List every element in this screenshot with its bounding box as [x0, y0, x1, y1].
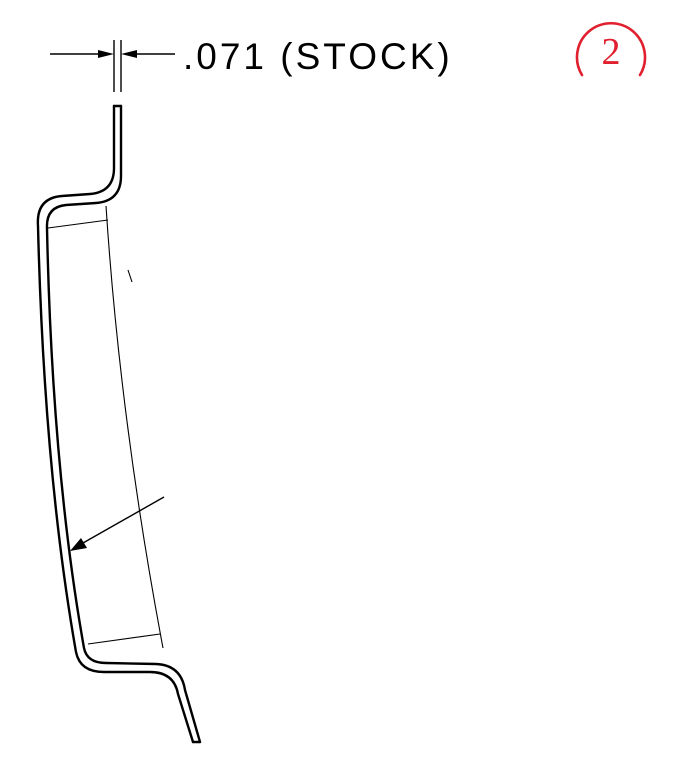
tick-mark: [127, 269, 133, 283]
balloon-number: 2: [602, 31, 621, 73]
tangent-line-long: [105, 205, 164, 649]
radius-leader: [70, 496, 165, 551]
bend-lines: [47, 205, 164, 649]
inner-contour: [45, 104, 202, 744]
arrowhead-left: [98, 50, 114, 58]
part-profile: [36, 104, 202, 744]
dimension-label: .071 (STOCK): [183, 36, 453, 77]
bottom-bend-line: [87, 633, 161, 645]
thickness-dimension: [50, 40, 175, 92]
radius-arrowhead: [70, 538, 87, 551]
arrowhead-right: [121, 50, 137, 58]
top-bend-line: [47, 219, 109, 229]
outer-contour: [36, 104, 195, 744]
radius-leader-line: [82, 496, 165, 544]
balloon-circle: [575, 21, 647, 77]
item-balloon: 2: [575, 21, 647, 77]
